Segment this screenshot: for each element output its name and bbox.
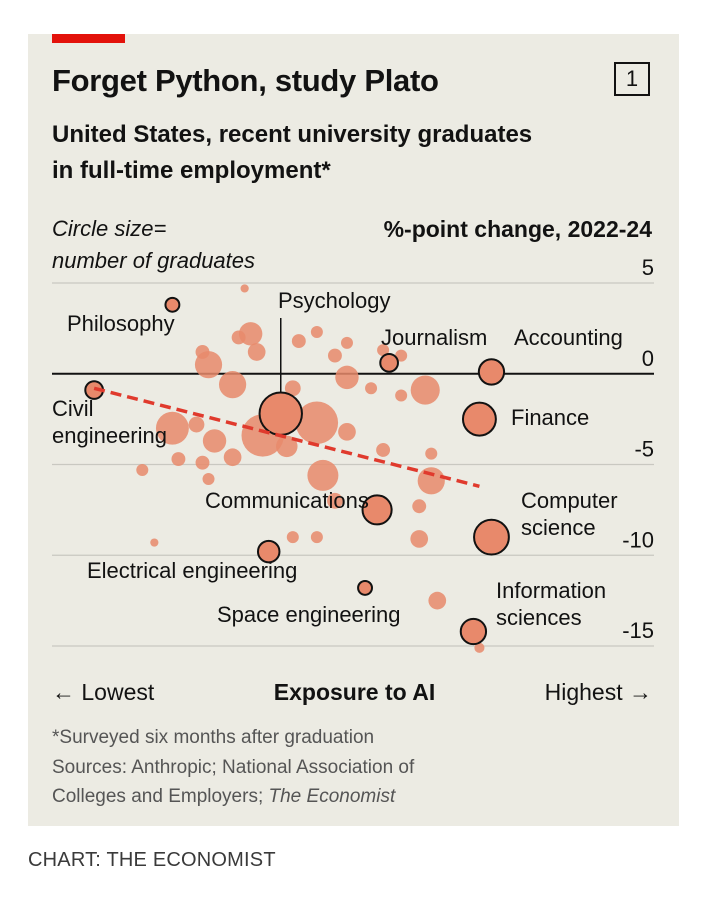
accent-tab (52, 34, 125, 43)
point-label: Philosophy (67, 311, 175, 336)
labeled-data-bubble (477, 358, 506, 386)
size-legend-note-line-1: Circle size= (52, 216, 167, 241)
data-bubble (295, 401, 339, 444)
data-bubble (340, 336, 353, 349)
data-bubble (231, 330, 246, 345)
chart-subtitle-line-1: United States, recent university graduat… (52, 121, 533, 148)
labeled-data-bubble (379, 353, 399, 373)
data-bubble (335, 365, 359, 390)
data-bubble (284, 380, 301, 397)
chart-title: Forget Python, study Plato (52, 63, 439, 98)
y-tick-label: -15 (622, 618, 654, 643)
source-publication: The Economist (268, 786, 396, 807)
point-label: Journalism (381, 325, 487, 350)
labeled-data-bubble (164, 296, 181, 313)
y-tick-label: -5 (634, 437, 654, 462)
source-line-1: Sources: Anthropic; National Association… (52, 757, 415, 778)
labeled-data-bubble (357, 579, 373, 596)
data-bubble (410, 375, 440, 405)
data-bubble (240, 284, 249, 293)
data-bubble (365, 382, 378, 395)
trend-line (93, 386, 480, 488)
y-tick-label: 0 (642, 346, 654, 371)
source-line-2-text: Colleges and Employers; (52, 786, 269, 807)
data-bubble (395, 349, 408, 362)
data-bubble (195, 455, 210, 470)
y-tick-label: -10 (622, 527, 654, 552)
footnote: *Surveyed six months after graduation (52, 727, 375, 748)
data-bubble (202, 473, 215, 486)
data-bubble (194, 351, 223, 379)
data-bubble (223, 448, 242, 467)
chart-subtitle-line-2: in full-time employment* (52, 157, 331, 184)
data-bubble (428, 591, 447, 610)
data-bubble (327, 492, 343, 509)
point-label: Electrical engineering (87, 558, 297, 583)
data-bubble (412, 499, 427, 514)
data-bubble (410, 530, 429, 548)
chart-number-badge: 1 (614, 62, 650, 96)
data-bubble (171, 452, 186, 467)
data-bubble (376, 443, 391, 457)
point-label: Space engineering (217, 602, 400, 627)
size-legend-note-line-2: number of graduates (52, 248, 256, 273)
data-bubble (417, 467, 445, 495)
point-label: Information (496, 578, 606, 603)
data-bubble (425, 447, 438, 460)
x-axis-title: Exposure to AI (273, 679, 436, 705)
point-label: Computer (521, 488, 618, 513)
point-label: engineering (52, 423, 167, 448)
data-bubble (136, 463, 149, 476)
data-bubble (310, 531, 323, 544)
labeled-data-bubble (256, 539, 281, 564)
point-label: Civil (52, 396, 94, 421)
data-bubble (247, 343, 266, 361)
data-bubble (202, 429, 227, 453)
data-bubble (150, 538, 159, 547)
labeled-data-bubble (258, 391, 303, 436)
source-line-2: Colleges and Employers; The Economist (52, 786, 395, 808)
chart-credit: CHART: THE ECONOMIST (28, 849, 276, 871)
point-label: Psychology (278, 288, 391, 313)
y-tick-label: 5 (642, 255, 654, 280)
labeled-data-bubble (473, 518, 510, 556)
point-label: Accounting (514, 325, 623, 350)
data-bubble (327, 348, 342, 363)
labeled-data-bubble (361, 494, 393, 526)
data-bubble (310, 326, 323, 339)
labeled-data-bubble (461, 401, 497, 437)
labeled-data-bubble (459, 617, 488, 646)
data-bubble (276, 435, 298, 458)
x-axis-low-label: ← Lowest (52, 679, 155, 705)
data-bubble (395, 389, 408, 402)
point-label: sciences (496, 605, 582, 630)
data-bubble (188, 416, 205, 433)
y-axis-unit-label: %-point change, 2022-24 (383, 216, 652, 242)
data-bubble (474, 642, 485, 653)
point-label: science (521, 515, 596, 540)
data-bubble (286, 531, 299, 544)
data-bubble (155, 411, 189, 445)
x-axis-high-label: Highest → (544, 679, 652, 705)
data-bubble (338, 422, 356, 441)
point-label: Finance (511, 405, 589, 430)
data-bubble (377, 344, 390, 357)
point-label: Communications (205, 488, 369, 513)
data-bubble (291, 334, 306, 349)
data-bubble (307, 459, 339, 491)
data-bubble (219, 371, 247, 399)
